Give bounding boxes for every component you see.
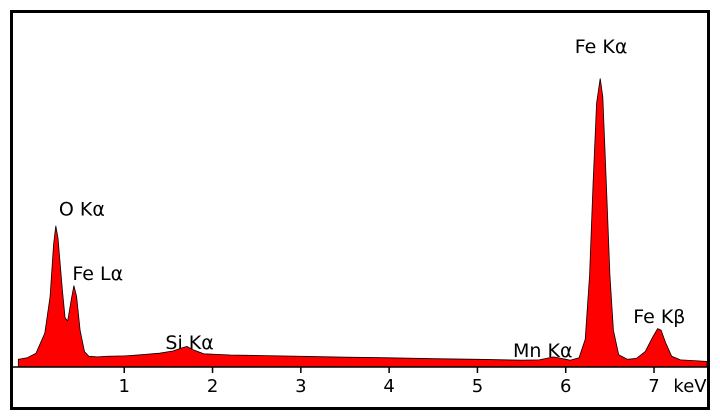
peak-label: Fe Lα	[72, 263, 123, 285]
peak-label: Si Kα	[165, 332, 213, 354]
x-tick-label: 1	[119, 376, 130, 397]
peak-label: Mn Kα	[513, 340, 572, 362]
x-tick-label: 3	[295, 376, 306, 397]
x-axis-unit-label: keV	[673, 376, 707, 397]
x-tick-label: 7	[648, 376, 659, 397]
peak-label: Fe Kβ	[633, 306, 685, 328]
x-tick-label: 6	[560, 376, 571, 397]
x-tick-label: 5	[472, 376, 483, 397]
x-tick-label: 2	[207, 376, 218, 397]
peak-label: O Kα	[59, 199, 105, 221]
peak-label: Fe Kα	[575, 36, 628, 58]
spectrum-series-area	[17, 78, 708, 368]
x-tick-label: 4	[383, 376, 394, 397]
plot-frame	[10, 10, 710, 410]
